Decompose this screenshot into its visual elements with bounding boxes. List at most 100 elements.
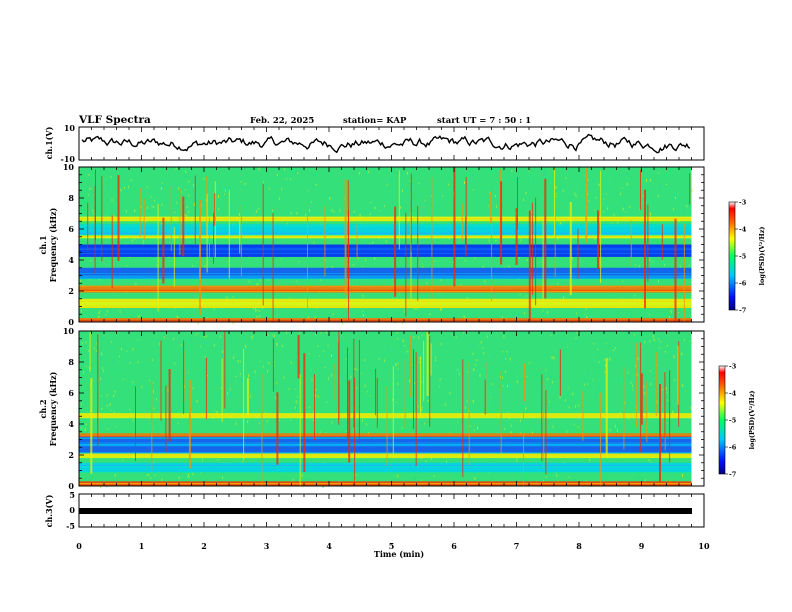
spec2-speckle — [605, 343, 607, 345]
spec2-speckle — [331, 373, 333, 377]
spec1-speckle — [244, 183, 246, 185]
spec1-speckle — [440, 278, 442, 281]
spec1-speckle — [584, 262, 586, 265]
spec1-streak — [117, 175, 120, 261]
spec1-speckle — [406, 241, 408, 244]
spec2-speckle — [614, 347, 616, 349]
ch2-colorbar-tick-label: -5 — [729, 417, 737, 425]
spec2-speckle — [315, 394, 317, 397]
spec2-speckle — [587, 373, 589, 376]
spec2-speckle — [457, 368, 459, 371]
spec1-speckle — [99, 310, 101, 313]
spec2-speckle — [422, 406, 423, 409]
spec1-speckle — [105, 314, 107, 316]
spec2-speckle — [424, 422, 425, 425]
spec1-speckle — [159, 280, 161, 283]
spec2-speckle — [414, 382, 415, 384]
spec1-speckle — [79, 168, 81, 171]
spec1-speckle — [642, 194, 644, 197]
spec2-speckle — [650, 370, 651, 372]
spec2-speckle — [472, 352, 474, 356]
spec2-band-line — [79, 442, 692, 444]
spec1-speckle — [98, 315, 100, 319]
spec1-streak — [179, 188, 181, 255]
spec1-speckle — [308, 209, 310, 212]
spec1-speckle — [223, 316, 225, 318]
spec2-speckle — [476, 359, 478, 361]
spec1-band-line — [79, 234, 692, 236]
spec2-speckle — [80, 478, 82, 480]
spec2-speckle — [252, 335, 254, 337]
spec2-speckle — [338, 431, 340, 435]
spec2-speckle — [510, 431, 512, 435]
spec2-speckle — [598, 386, 600, 390]
spec2-speckle — [351, 371, 353, 373]
spec2-speckle — [100, 336, 102, 339]
spec1-streak — [585, 167, 588, 243]
spec1-streak — [344, 179, 347, 295]
spec1-speckle — [495, 239, 497, 242]
spec1-speckle — [646, 179, 648, 182]
spec1-speckle — [280, 258, 282, 260]
spec1-speckle — [297, 172, 299, 175]
spec2-speckle — [427, 399, 429, 402]
spec2-speckle — [337, 339, 339, 342]
spec2-streak — [485, 361, 487, 415]
spec1-speckle — [165, 309, 167, 311]
spec1-streak — [405, 212, 407, 317]
spec2-speckle — [681, 352, 683, 356]
spec2-speckle — [509, 357, 511, 361]
spec2-streak — [160, 340, 162, 421]
spec2-speckle — [421, 422, 423, 425]
spec2-speckle — [592, 380, 594, 382]
ch2-spectrogram-panel: 0 2 4 6 8 10 ch.2 Frequency (kHz) — [38, 326, 705, 491]
spec2-speckle — [510, 406, 512, 409]
spec2-speckle — [528, 362, 530, 365]
spec2-speckle — [435, 356, 437, 359]
spec2-speckle — [502, 351, 504, 353]
spec1-speckle — [314, 316, 316, 320]
spec1-streak — [535, 197, 537, 306]
spec2-speckle — [180, 344, 182, 346]
spec2-speckle — [240, 360, 241, 363]
spec2-band-line — [79, 435, 692, 437]
x-tick-label-7: 7 — [514, 541, 520, 551]
spec2-streak — [543, 381, 545, 470]
spec2-speckle — [507, 411, 509, 414]
spec1-speckle — [284, 168, 286, 171]
spec1-speckle — [111, 198, 113, 202]
spec1-speckle — [399, 315, 400, 318]
spec2-streak — [221, 358, 223, 423]
spec2-streak — [347, 347, 348, 441]
spec1-band-line — [79, 225, 692, 226]
spec2-speckle — [666, 391, 668, 394]
spec1-speckle — [635, 263, 637, 266]
spec1-speckle — [652, 260, 654, 263]
spec1-band-1 — [79, 298, 692, 309]
spec2-speckle — [174, 362, 176, 365]
spec2-speckle — [275, 396, 277, 400]
spec2-speckle — [312, 410, 314, 413]
spec1-speckle — [296, 185, 297, 187]
ch2-colorbar-tick-label: -4 — [729, 390, 737, 398]
spec1-speckle — [598, 183, 600, 187]
spec2-speckle — [282, 345, 284, 348]
spec1-speckle — [617, 310, 619, 313]
spec2-speckle — [564, 399, 566, 402]
spec2-speckle — [624, 401, 626, 405]
spec2-speckle — [649, 340, 651, 343]
spec2-speckle — [516, 380, 518, 383]
spec2-ytick-label: 0 — [68, 481, 74, 491]
spec2-speckle — [547, 378, 548, 381]
spec2-speckle — [148, 473, 150, 476]
spec2-speckle — [238, 409, 240, 413]
spec2-speckle — [115, 426, 117, 428]
spec2-speckle — [614, 424, 616, 428]
spec1-speckle — [374, 207, 376, 210]
spec2-speckle — [526, 375, 528, 377]
spec1-speckle — [570, 172, 572, 175]
spec2-speckle — [177, 422, 179, 425]
spec2-speckle — [503, 379, 504, 382]
spec2-streak — [646, 381, 648, 442]
spec1-speckle — [232, 321, 234, 325]
